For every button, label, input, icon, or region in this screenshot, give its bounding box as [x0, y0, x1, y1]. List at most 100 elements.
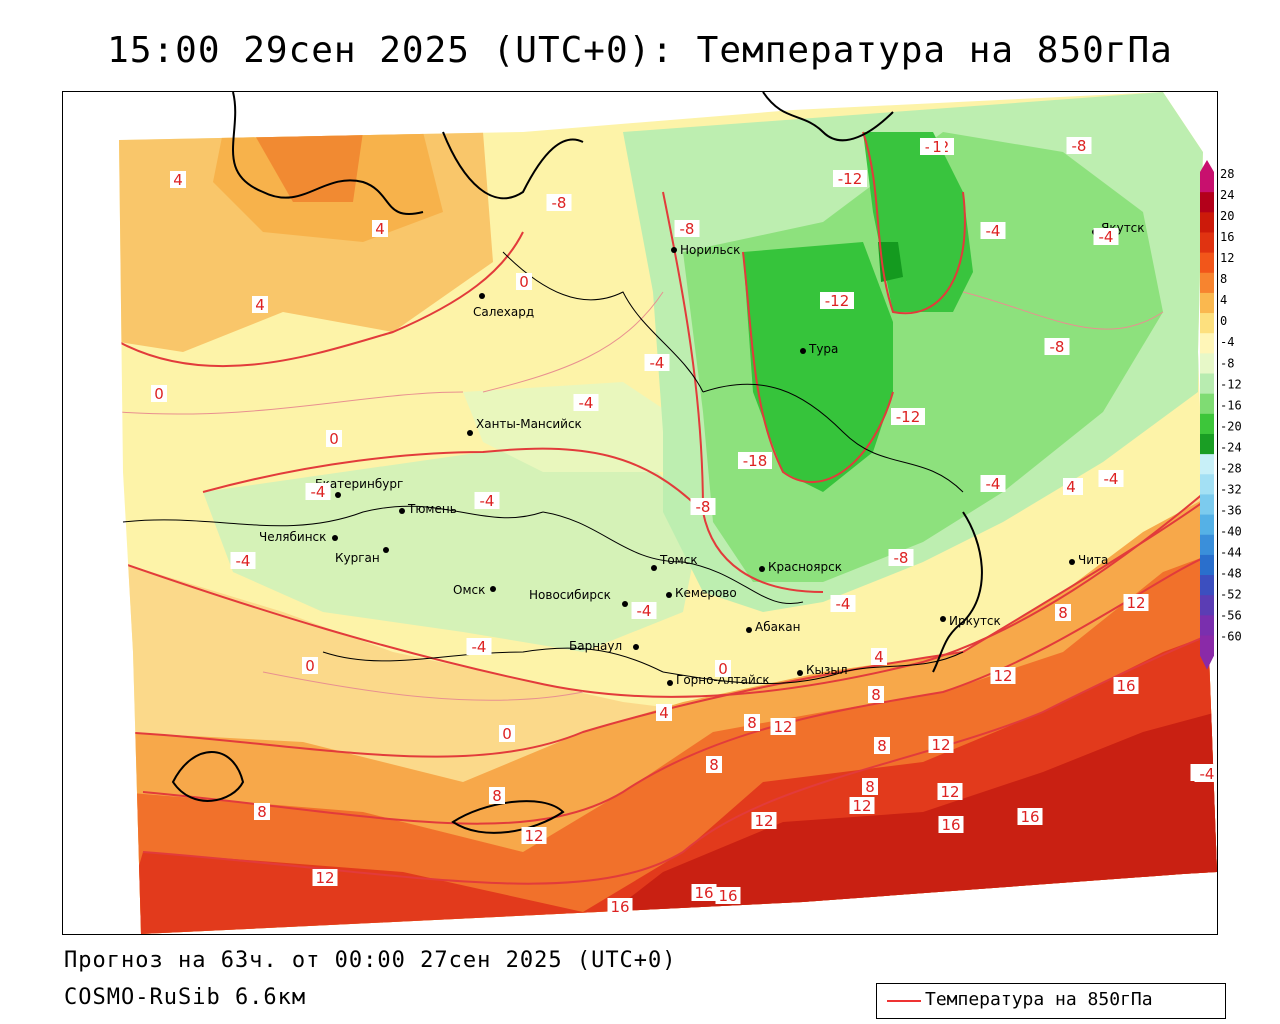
isotherm-label: 8 [747, 714, 757, 732]
isotherm-label-bg [820, 292, 854, 309]
city-novosibirsk[interactable]: Новосибирск [529, 588, 628, 607]
svg-text:Омск: Омск [453, 583, 485, 597]
colorbar-tick-label: -16 [1220, 398, 1242, 412]
isotherm-label: -4 [836, 595, 851, 613]
svg-text:Чита: Чита [1078, 553, 1108, 567]
isotherm-label-bg [830, 595, 856, 612]
isotherm-label-bg [302, 657, 318, 674]
temperature-map: Норильск Якутск Салехард Тура Ханты-Манс… [62, 91, 1218, 935]
isotherm-label: 0 [305, 657, 315, 675]
city-krasnoyarsk[interactable]: Красноярск [759, 560, 842, 574]
isotherm-label: -4 [311, 483, 326, 501]
isotherm-label-bg [690, 498, 716, 515]
isotherm-label: 12 [754, 812, 773, 830]
isotherm-label-bg [874, 737, 890, 754]
city-khanty-mansiysk[interactable]: Ханты-Мансийск [467, 417, 582, 436]
colorbar-swatch [1200, 595, 1214, 616]
isotherm-label: -4 [986, 475, 1001, 493]
isotherm-label: 8 [709, 756, 719, 774]
isotherm-label: -12 [838, 170, 863, 188]
colorbar-tick-label: 20 [1220, 209, 1234, 223]
isotherm-label-bg [1113, 677, 1139, 694]
city-norilsk[interactable]: Норильск [671, 243, 740, 257]
svg-text:Челябинск: Челябинск [259, 530, 326, 544]
colorbar-tick-label: 4 [1220, 293, 1227, 307]
isotherm-label-bg [326, 430, 342, 447]
isotherm-labels: -12-8-12-8-8-4-12-12-8-18-8-8-4-4-4-4-4-… [151, 137, 1217, 916]
isotherm-label: -4 [1200, 765, 1215, 783]
colorbar-tick-label: -36 [1220, 503, 1242, 517]
isotherm-label: 4 [255, 296, 265, 314]
isotherm-label: -18 [743, 452, 768, 470]
city-tura[interactable]: Тура [800, 342, 838, 356]
map-title: 15:00 29сен 2025 (UTC+0): Температура на… [107, 30, 1173, 71]
isotherm-label: 8 [1058, 604, 1068, 622]
city-abakan[interactable]: Абакан [746, 620, 800, 634]
isotherm-label-bg [891, 408, 925, 425]
isotherm-label: 16 [718, 887, 737, 905]
city-gorno-altaysk[interactable]: Горно-Алтайск [667, 673, 770, 687]
isotherm-label: 12 [315, 869, 334, 887]
colorbar-swatch [1200, 494, 1214, 516]
isotherm-label-bg [871, 648, 887, 665]
isotherm-label: 12 [773, 718, 792, 736]
isotherm-label: 4 [173, 171, 183, 189]
colorbar-tick-label: 16 [1220, 230, 1234, 244]
isotherm-label: 0 [502, 725, 512, 743]
city-irkutsk[interactable]: Иркутск [940, 614, 1001, 628]
colorbar-swatch [1200, 252, 1214, 274]
isotherm-label-bg [607, 898, 633, 915]
city-salekhard[interactable]: Салехард [473, 293, 534, 319]
svg-text:Барнаул: Барнаул [569, 639, 622, 653]
isotherm-label: 12 [1126, 594, 1145, 612]
city-kurgan[interactable]: Курган [335, 547, 389, 565]
isotherm-label: 8 [871, 686, 881, 704]
isotherm-label: -4 [480, 492, 495, 510]
colorbar-tick-label: -8 [1220, 356, 1234, 370]
city-chita[interactable]: Чита [1069, 553, 1108, 567]
isotherm-label-bg [644, 354, 670, 371]
city-chelyabinsk[interactable]: Челябинск [259, 530, 338, 544]
isotherm-label: 12 [940, 783, 959, 801]
svg-text:Горно-Алтайск: Горно-Алтайск [676, 673, 770, 687]
colorbar-swatch [1200, 373, 1214, 395]
isotherm-label-bg [1066, 137, 1092, 154]
city-tomsk[interactable]: Томск [651, 553, 698, 571]
isotherm-label-bg [1194, 765, 1217, 782]
svg-text:Кемерово: Кемерово [675, 586, 737, 600]
city-yekaterinburg[interactable]: Екатеринбург [315, 477, 403, 498]
colorbar-swatch [1200, 172, 1214, 193]
city-kyzyl[interactable]: Кызыл [797, 663, 848, 677]
colorbar-swatch [1200, 212, 1214, 233]
colorbar-swatch [1200, 192, 1214, 213]
isotherm-label: 0 [718, 660, 728, 678]
isotherm-label: 16 [1020, 808, 1039, 826]
isotherm-label: 8 [492, 787, 502, 805]
city-barnaul[interactable]: Барнаул [569, 639, 639, 653]
city-omsk[interactable]: Омск [453, 583, 496, 597]
city-kemerovo[interactable]: Кемерово [666, 586, 737, 600]
colorbar-swatch [1200, 413, 1214, 435]
colorbar-tick-label: -48 [1220, 567, 1242, 581]
svg-text:Иркутск: Иркутск [949, 614, 1001, 628]
isotherm-label-bg [744, 714, 760, 731]
colorbar-tick-label: -20 [1220, 419, 1242, 433]
colorbar-swatch [1200, 575, 1214, 596]
isotherm-label: 12 [524, 827, 543, 845]
isotherm-label: 12 [931, 736, 950, 754]
city-tyumen[interactable]: Тюмень [399, 502, 457, 516]
isotherm-label-bg [372, 220, 388, 237]
isotherm-label-bg [990, 667, 1016, 684]
svg-text:Ханты-Мансийск: Ханты-Мансийск [476, 417, 582, 431]
isotherm-label-bg [489, 787, 505, 804]
isotherm-label: -8 [894, 549, 909, 567]
colorbar-swatch [1200, 514, 1214, 536]
isotherm-label-bg [1093, 228, 1119, 245]
isotherm-label-bg [1098, 470, 1124, 487]
colorbar-tick-label: -40 [1220, 524, 1242, 538]
isotherm-label: -8 [552, 194, 567, 212]
isotherm-label: 12 [852, 797, 871, 815]
isotherm-label-bg [1055, 604, 1071, 621]
colorbar: 28 24 20 16 12 8 4 0 -4 -8 -12 -16 -20 -24 -28 -32 -36 -4… [1200, 160, 1242, 670]
isotherm-label-bg [715, 887, 741, 904]
